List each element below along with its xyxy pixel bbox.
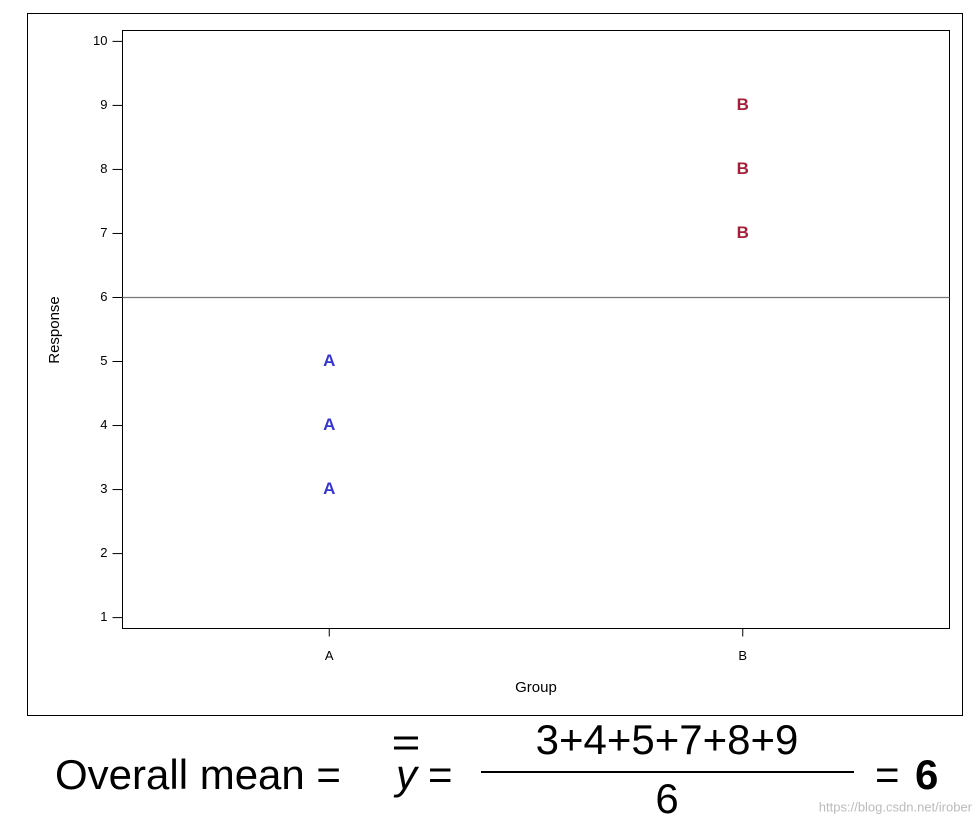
- chart-frame: [27, 13, 963, 716]
- letter-marker: B: [737, 223, 749, 242]
- letter-marker: B: [737, 159, 749, 178]
- formula-equals: =: [428, 751, 453, 798]
- y-tick-label: 8: [100, 161, 107, 176]
- letter-marker: A: [323, 479, 335, 498]
- plot-area: [122, 30, 950, 629]
- formula-denominator: 6: [655, 775, 678, 822]
- formula-symbol: y: [393, 751, 420, 798]
- y-tick-label: 7: [100, 225, 107, 240]
- y-tick-label: 2: [100, 545, 107, 560]
- y-tick-label: 4: [100, 417, 107, 432]
- x-axis-label: Group: [515, 679, 557, 696]
- y-tick-label: 10: [93, 33, 107, 48]
- y-tick-label: 6: [100, 289, 107, 304]
- formula-result: 6: [915, 751, 938, 798]
- y-tick-label: 1: [100, 609, 107, 624]
- y-tick-label: 5: [100, 353, 107, 368]
- y-tick-label: 3: [100, 481, 107, 496]
- letter-marker: A: [323, 415, 335, 434]
- formula-lhs: Overall mean =: [55, 751, 341, 798]
- letter-marker: A: [323, 351, 335, 370]
- watermark: https://blog.csdn.net/irober: [819, 799, 973, 814]
- x-tick-label: B: [738, 648, 747, 663]
- y-tick-label: 9: [100, 97, 107, 112]
- x-tick-label: A: [325, 648, 334, 663]
- letter-marker: B: [737, 95, 749, 114]
- formula-result-equals: =: [875, 751, 900, 798]
- y-axis-label: Response: [46, 296, 63, 364]
- formula-numerator: 3+4+5+7+8+9: [536, 716, 799, 763]
